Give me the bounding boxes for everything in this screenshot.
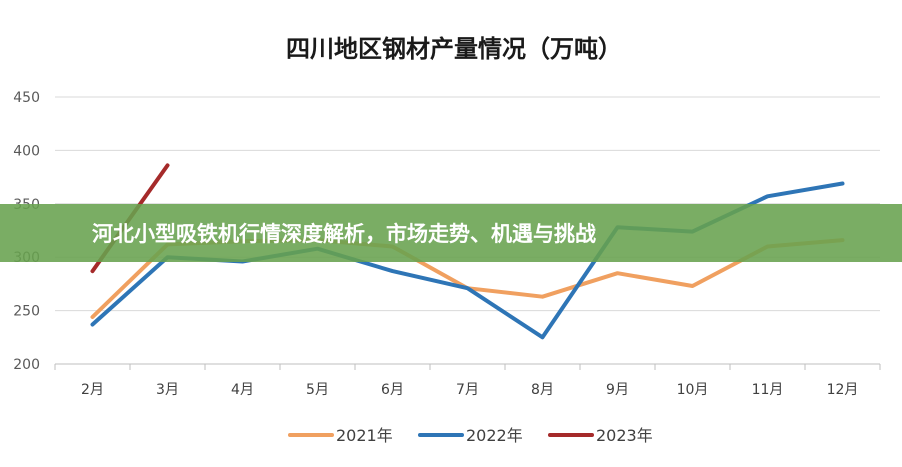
data-point — [91, 322, 94, 326]
data-point — [691, 284, 694, 288]
legend-label: 2021年 — [336, 426, 393, 445]
data-point — [841, 182, 844, 186]
data-point — [616, 271, 619, 275]
data-point — [466, 286, 469, 290]
chart-title: 四川地区钢材产量情况（万吨） — [286, 35, 622, 63]
legend-label: 2023年 — [596, 426, 653, 445]
x-tick-label: 9月 — [606, 382, 629, 398]
data-point — [91, 269, 94, 273]
x-tick-label: 11月 — [752, 382, 784, 398]
x-tick-label: 10月 — [677, 382, 709, 398]
y-tick-label: 450 — [13, 90, 40, 106]
legend: 2021年 2022年 2023年 — [288, 426, 653, 445]
x-tick-label: 4月 — [231, 382, 254, 398]
x-axis-ticks: 2月 3月 4月 5月 6月 7月 8月 9月 10月 11月 12月 — [54, 364, 881, 398]
x-tick-label: 7月 — [456, 382, 479, 398]
data-point — [766, 194, 769, 198]
x-tick-label: 12月 — [827, 382, 859, 398]
headline-text: 河北小型吸铁机行情深度解析，市场走势、机遇与挑战 — [92, 222, 596, 246]
y-tick-label: 250 — [13, 304, 40, 320]
x-tick-label: 3月 — [156, 382, 179, 398]
legend-label: 2022年 — [466, 426, 523, 445]
y-tick-label: 400 — [13, 143, 40, 159]
data-point — [91, 315, 94, 319]
data-point — [541, 335, 544, 339]
x-tick-label: 8月 — [531, 382, 554, 398]
data-point — [391, 269, 394, 273]
y-tick-label: 200 — [13, 357, 40, 373]
x-tick-label: 5月 — [306, 382, 329, 398]
data-point — [166, 163, 169, 167]
headline-banner: 河北小型吸铁机行情深度解析，市场走势、机遇与挑战 — [0, 204, 902, 262]
data-point — [541, 295, 544, 299]
x-tick-label: 2月 — [81, 382, 104, 398]
x-tick-label: 6月 — [381, 382, 404, 398]
